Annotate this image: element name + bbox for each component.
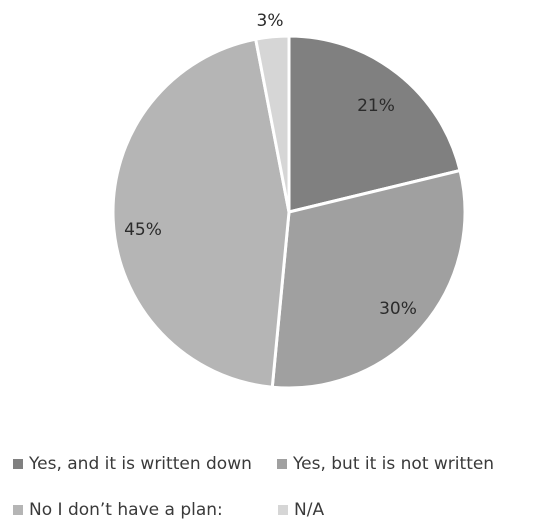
legend-row-2: No I don’t have a plan: N/A (0, 498, 550, 522)
pie-data-labels: 21% 30% 45% 3% (124, 11, 417, 319)
legend-swatch-no-plan (13, 505, 23, 515)
pie-slice-na (254, 34, 291, 214)
legend-item-yes-written: Yes, and it is written down (13, 452, 252, 476)
data-label-no-plan: 45% (124, 220, 162, 240)
pie-slices (111, 34, 467, 390)
pie-slice-yes-not-written (270, 169, 467, 390)
data-label-yes-not-written: 30% (379, 299, 417, 319)
legend-row-1: Yes, and it is written down Yes, but it … (0, 452, 550, 476)
legend-swatch-yes-not-written (277, 459, 287, 469)
legend-swatch-yes-written (13, 459, 23, 469)
pie-slice-no-plan (111, 37, 291, 389)
legend-label-yes-not-written: Yes, but it is not written (293, 454, 495, 474)
legend-label-na: N/A (294, 500, 325, 520)
legend-item-yes-not-written: Yes, but it is not written (277, 452, 494, 476)
data-label-na: 3% (257, 11, 284, 31)
data-label-yes-written: 21% (357, 96, 395, 116)
pie-chart: 21% 30% 45% 3% (111, 11, 467, 390)
pie-slice-yes-written (287, 34, 462, 214)
legend-label-no-plan: No I don’t have a plan: (29, 500, 223, 520)
legend-item-no-plan: No I don’t have a plan: (13, 498, 223, 522)
legend-swatch-na (278, 505, 288, 515)
legend-label-yes-written: Yes, and it is written down (29, 454, 252, 474)
legend-item-na: N/A (278, 498, 324, 522)
